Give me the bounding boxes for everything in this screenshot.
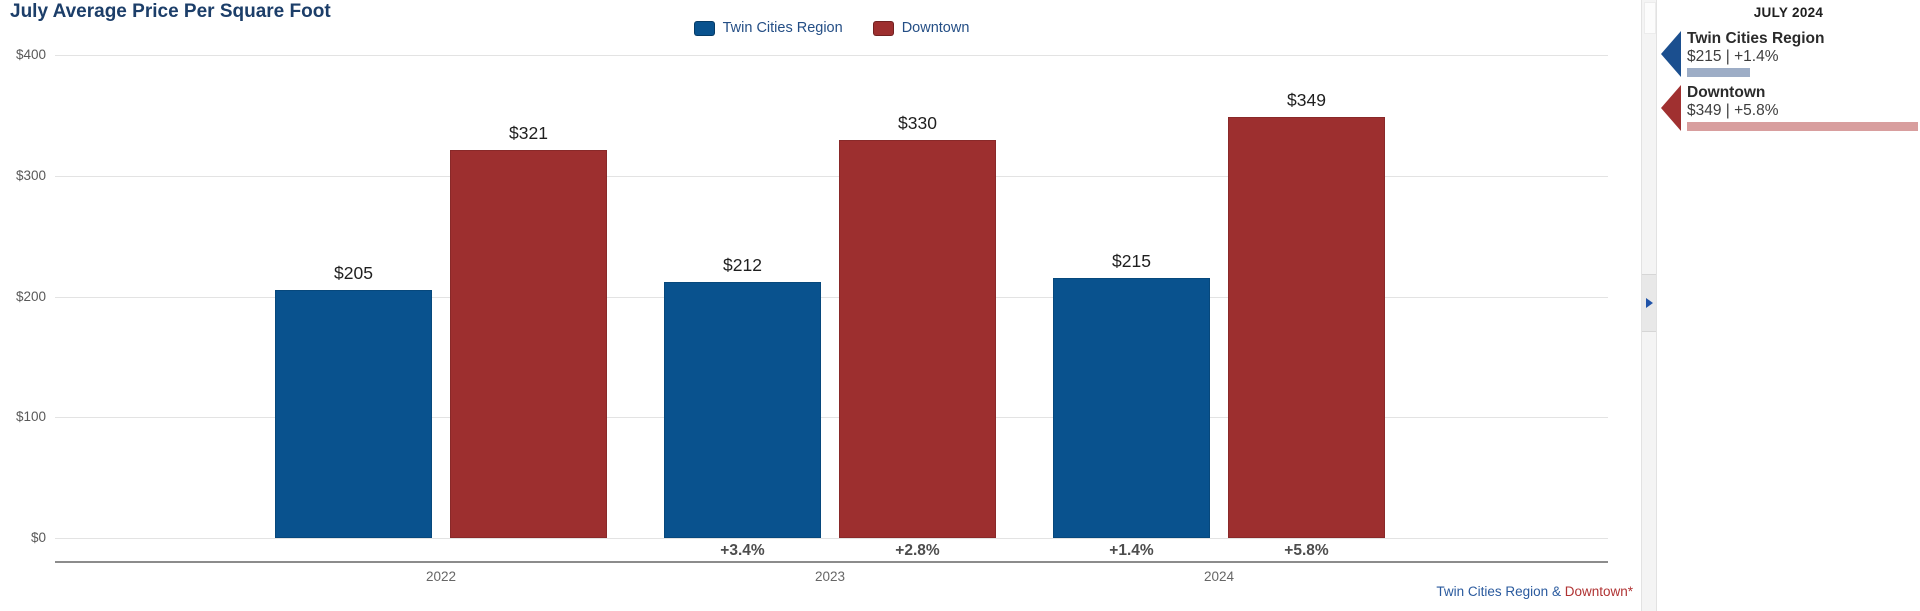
sidebar-stat-downtown: Downtown $349 | +5.8%: [1657, 84, 1920, 131]
legend-item-downtown[interactable]: Downtown: [872, 20, 970, 36]
left-arrow-icon: [1661, 85, 1681, 131]
bar-downtown-2024[interactable]: [1228, 116, 1385, 538]
gridline-200: [55, 296, 1608, 298]
pct-change-twin-cities-region-2024: +1.4%: [1109, 542, 1154, 559]
bar-value-downtown-2022: $321: [509, 123, 548, 144]
footer-series-twin-cities-region[interactable]: Twin Cities Region &: [1436, 584, 1565, 599]
panel-collapse-handle[interactable]: [1642, 274, 1656, 332]
x-axis-label-2022: 2022: [425, 569, 457, 584]
chart-footnote: Twin Cities Region & Downtown*: [55, 584, 1633, 599]
y-axis-tick-300: $300: [15, 167, 46, 183]
left-arrow-icon: [1661, 31, 1681, 77]
y-axis-tick-0: $0: [30, 530, 46, 545]
divider-top-cap: [1644, 2, 1656, 34]
stat-value: $349 | +5.8%: [1687, 102, 1779, 119]
panel-divider: [1641, 0, 1657, 611]
sidebar-heading: JULY 2024: [1753, 5, 1824, 20]
stat-mini-bar: [1687, 68, 1750, 77]
pct-change-downtown-2024: +5.8%: [1284, 542, 1329, 559]
bar-twin-cities-region-2022[interactable]: [275, 290, 432, 538]
summary-sidebar: JULY 2024 Twin Cities Region $215 | +1.4%…: [1657, 0, 1920, 611]
x-axis-line: [55, 561, 1608, 563]
legend-swatch-downtown: [872, 20, 894, 36]
bar-value-downtown-2024: $349: [1287, 89, 1326, 110]
x-axis-label-2024: 2024: [1203, 569, 1235, 584]
legend-label: Downtown: [901, 20, 970, 36]
legend-swatch-twin-cities-region: [693, 20, 715, 36]
gridline-0: [55, 538, 1608, 539]
gridline-300: [55, 175, 1608, 177]
pct-change-downtown-2023: +2.8%: [895, 542, 940, 559]
sidebar-stat-twin-cities-region: Twin Cities Region $215 | +1.4%: [1657, 30, 1920, 77]
stat-name: Downtown: [1687, 84, 1766, 101]
stat-value: $215 | +1.4%: [1687, 48, 1779, 65]
footer-series-downtown[interactable]: Downtown*: [1564, 584, 1633, 599]
chart-legend: Twin Cities Region Downtown: [55, 20, 1608, 36]
legend-item-twin-cities-region[interactable]: Twin Cities Region: [693, 20, 843, 36]
plot-area: Twin Cities Region & Downtown* $400 $300 $…: [15, 47, 1633, 599]
bar-downtown-2022[interactable]: [450, 150, 607, 538]
bar-value-twin-cities-region-2022: $205: [334, 263, 373, 284]
chart-title: July Average Price Per Square Foot: [10, 1, 331, 22]
stat-content: Twin Cities Region $215 | +1.4%: [1687, 30, 1920, 77]
chart-panel: July Average Price Per Square Foot Twin …: [10, 1, 1633, 599]
bar-value-twin-cities-region-2024: $215: [1112, 251, 1151, 272]
gridline-400: [55, 55, 1608, 56]
bar-downtown-2023[interactable]: [839, 139, 996, 538]
stat-mini-bar: [1687, 122, 1918, 131]
bar-value-downtown-2023: $330: [898, 112, 937, 133]
gridline-100: [55, 417, 1608, 419]
x-axis-label-2023: 2023: [814, 569, 846, 584]
stat-name: Twin Cities Region: [1687, 30, 1825, 47]
y-axis-tick-400: $400: [15, 47, 46, 62]
stat-content: Downtown $349 | +5.8%: [1687, 84, 1920, 131]
y-axis-tick-100: $100: [15, 409, 46, 425]
legend-label: Twin Cities Region: [722, 20, 843, 36]
bar-value-twin-cities-region-2023: $212: [723, 255, 762, 275]
bar-twin-cities-region-2024[interactable]: [1053, 278, 1210, 538]
pct-change-twin-cities-region-2023: +3.4%: [720, 542, 765, 559]
y-axis-tick-200: $200: [15, 288, 46, 304]
chevron-right-icon: [1645, 298, 1653, 308]
bar-twin-cities-region-2023[interactable]: [664, 282, 821, 538]
